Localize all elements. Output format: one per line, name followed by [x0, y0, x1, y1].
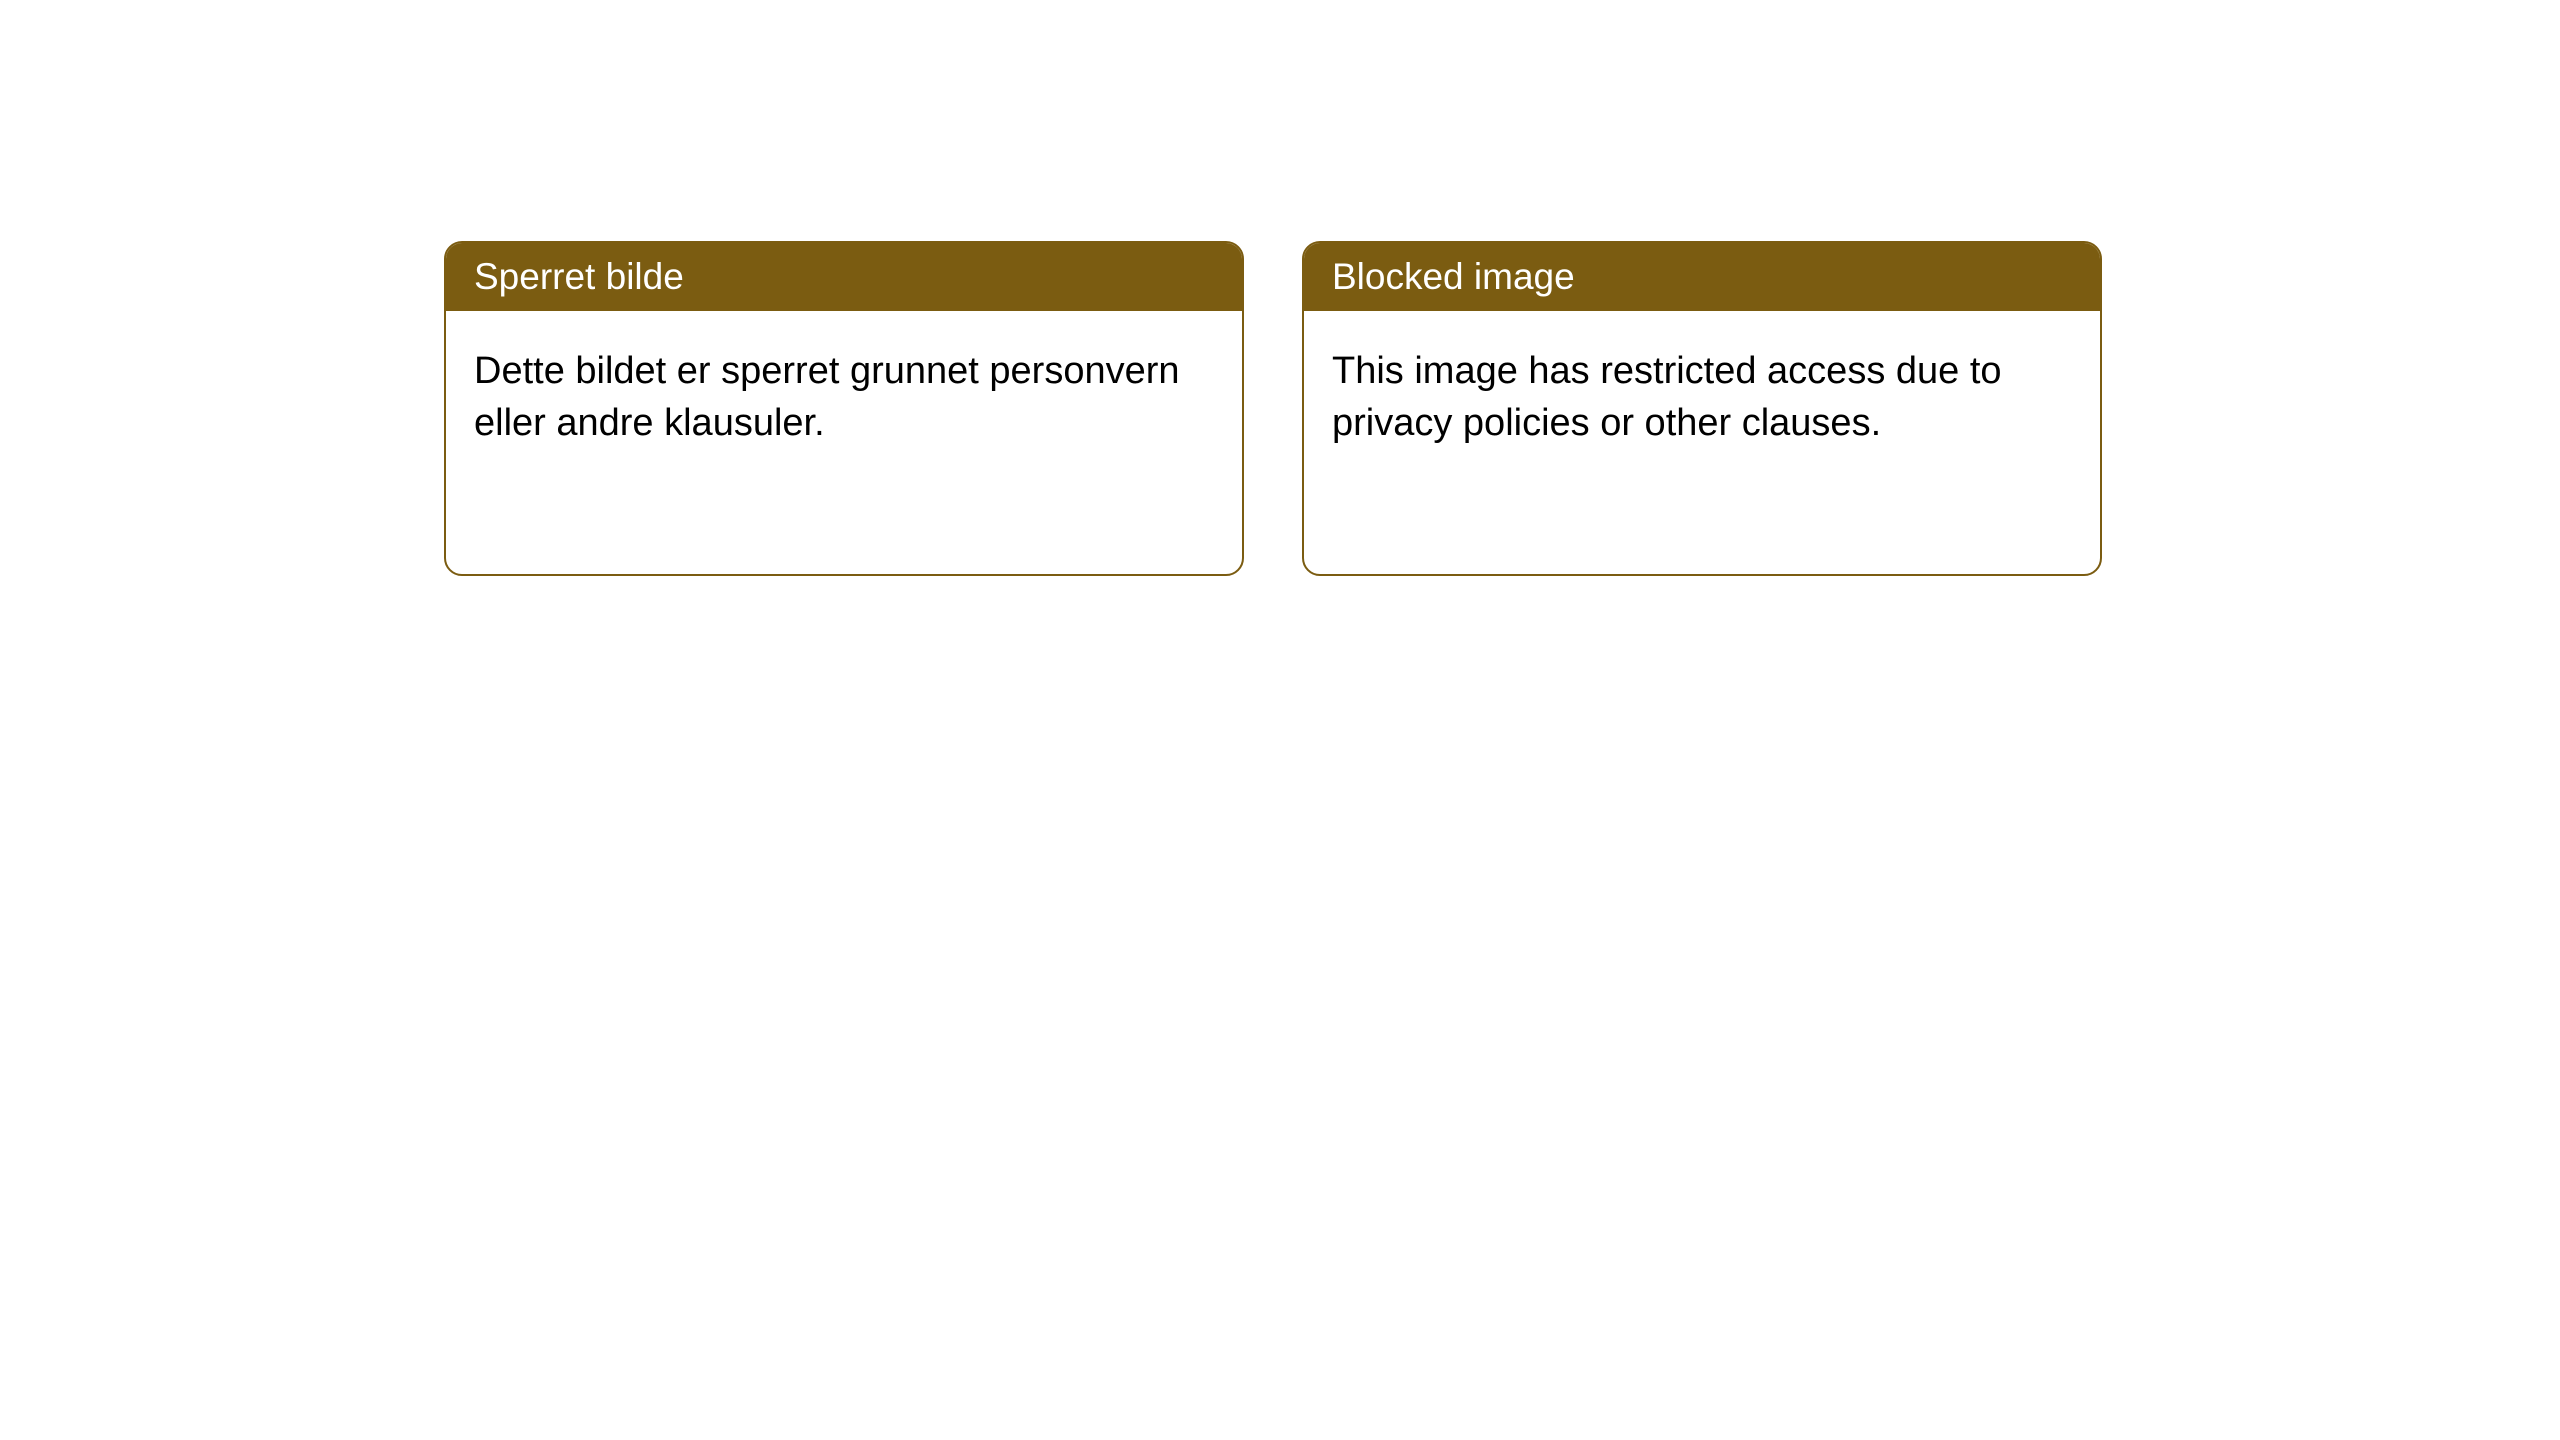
notice-header: Sperret bilde: [446, 243, 1242, 311]
notice-header: Blocked image: [1304, 243, 2100, 311]
notice-cards-container: Sperret bilde Dette bildet er sperret gr…: [444, 241, 2102, 576]
notice-body: This image has restricted access due to …: [1304, 311, 2100, 484]
notice-body: Dette bildet er sperret grunnet personve…: [446, 311, 1242, 484]
notice-card-norwegian: Sperret bilde Dette bildet er sperret gr…: [444, 241, 1244, 576]
notice-card-english: Blocked image This image has restricted …: [1302, 241, 2102, 576]
